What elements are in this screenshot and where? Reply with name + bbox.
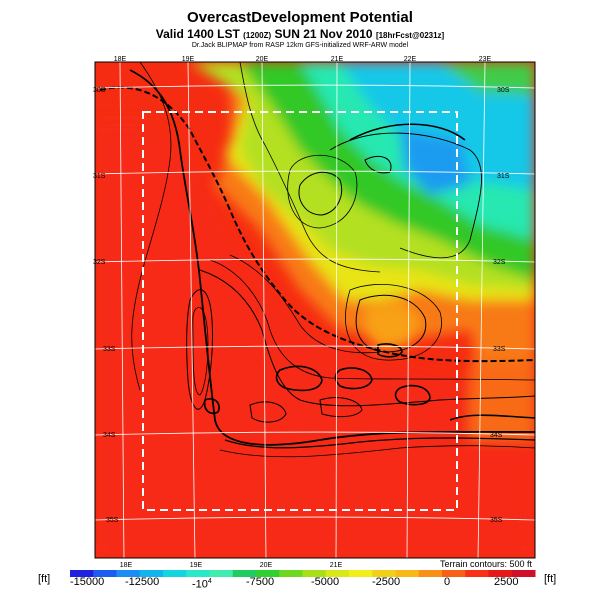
colorbar-swatch	[465, 570, 489, 577]
lat-label-left: 33S	[103, 346, 116, 353]
lat-label-left: 30S	[93, 87, 106, 94]
valid-time: Valid 1400 LST	[155, 27, 240, 41]
colorbar-tick: -2500	[372, 576, 401, 588]
lon-label-top: 21E	[331, 56, 344, 63]
field-layer	[95, 62, 535, 558]
colorbar-swatch	[232, 570, 257, 577]
lat-label-left: 32S	[93, 259, 106, 266]
forecast-info: [18hrFcst@0231z]	[375, 31, 445, 40]
valid-date: SUN 21 Nov 2010	[274, 27, 373, 41]
colorbar-swatch	[418, 570, 443, 577]
colorbar-swatch	[511, 570, 536, 577]
colorbar-swatch	[70, 570, 94, 577]
lon-label-bottom: 20E	[260, 562, 273, 569]
colorbar-swatch	[279, 570, 303, 577]
lon-label-top: 18E	[114, 56, 127, 63]
lat-label-right: 31S	[497, 173, 510, 180]
colorbar-swatch	[256, 570, 280, 577]
colorbar-tick: 2500	[494, 576, 519, 588]
colorbar-swatch	[209, 570, 234, 577]
colorbar-swatch	[325, 570, 350, 577]
lon-label-top: 23E	[479, 56, 492, 63]
lat-label-left: 35S	[106, 517, 119, 524]
lon-label-bottom: 18E	[120, 562, 133, 569]
colorbar-tick: -7500	[246, 576, 275, 588]
map-subtitle: Valid 1400 LST (1200Z) SUN 21 Nov 2010 […	[0, 27, 600, 41]
inner-domain-box	[142, 111, 458, 511]
colorbar-swatch	[442, 570, 466, 577]
colorbar-tick: -15000	[70, 576, 105, 588]
colorbar-unit-right: [ft]	[544, 573, 557, 585]
lat-label-right: 32S	[493, 259, 506, 266]
colorbar-swatch	[93, 570, 117, 577]
map-border	[94, 61, 536, 559]
colorbar-swatch	[163, 570, 187, 577]
map-title: OvercastDevelopment Potential	[187, 9, 413, 26]
lon-label-top: 22E	[404, 56, 417, 63]
zulu-time: (1200Z)	[243, 31, 272, 40]
colorbar-swatch	[488, 570, 513, 577]
lon-label-bottom: 21E	[330, 562, 343, 569]
lat-label-right: 30S	[497, 87, 510, 94]
colorbar-swatch	[395, 570, 420, 577]
colorbar-tick: -104	[192, 578, 212, 591]
latlon-grid	[94, 61, 536, 559]
colorbar-tick: -12500	[125, 576, 160, 588]
lon-label-bottom: 19E	[190, 562, 203, 569]
colorbar-tick: 0	[444, 576, 451, 588]
colorbar-swatch	[372, 570, 396, 577]
colorbar-unit-left: [ft]	[38, 573, 51, 585]
colorbar-swatch	[116, 570, 141, 577]
lat-label-right: 35S	[490, 517, 503, 524]
lat-label-right: 33S	[493, 346, 506, 353]
terrain-contours	[99, 62, 535, 458]
colorbar-swatch	[139, 570, 164, 577]
lon-label-top: 19E	[182, 56, 195, 63]
colorbar-swatch	[349, 570, 373, 577]
lon-label-top: 20E	[256, 56, 269, 63]
lat-label-left: 34S	[103, 432, 116, 439]
model-credit: Dr.Jack BLIPMAP from RASP 12km GFS-initi…	[191, 42, 409, 49]
colorbar-tick: -5000	[311, 576, 340, 588]
colorbar-swatch	[302, 570, 327, 577]
terrain-note: Terrain contours: 500 ft	[440, 559, 533, 569]
lat-label-right: 34S	[490, 432, 503, 439]
lat-label-left: 31S	[93, 173, 106, 180]
colorbar	[70, 570, 536, 577]
colorbar-swatch	[186, 570, 210, 577]
